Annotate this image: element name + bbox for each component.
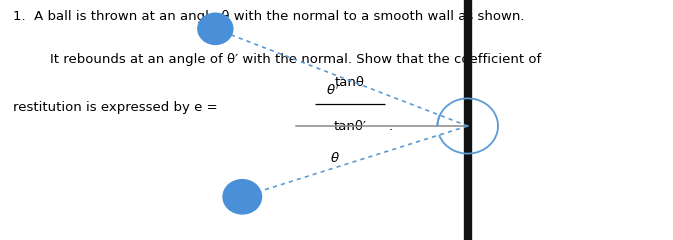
Text: tanθ: tanθ — [335, 76, 365, 89]
Text: $\theta$: $\theta$ — [330, 151, 340, 165]
Text: tanθ′: tanθ′ — [333, 120, 367, 132]
Text: $\theta'$: $\theta'$ — [326, 84, 340, 98]
Text: .: . — [388, 120, 392, 132]
Text: restitution is expressed by e =: restitution is expressed by e = — [13, 101, 218, 114]
Ellipse shape — [223, 180, 262, 214]
Ellipse shape — [198, 13, 233, 44]
Text: 1.  A ball is thrown at an angle θ with the normal to a smooth wall as shown.: 1. A ball is thrown at an angle θ with t… — [13, 10, 525, 23]
Text: It rebounds at an angle of θ′ with the normal. Show that the coefficient of: It rebounds at an angle of θ′ with the n… — [50, 53, 542, 66]
